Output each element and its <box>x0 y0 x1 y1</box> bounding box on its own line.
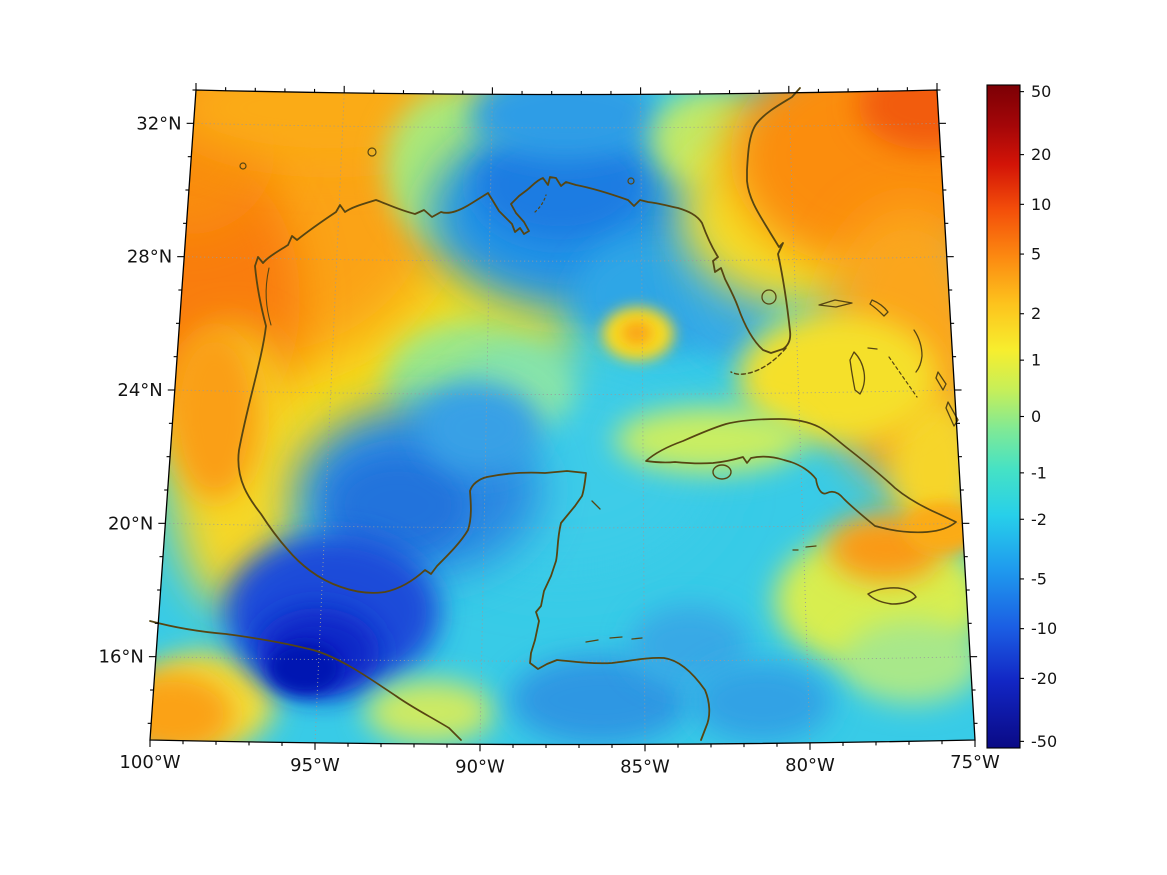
lake-okeechobee <box>761 289 777 305</box>
grid-meridian <box>479 94 493 745</box>
colorbar-tick-label: -2 <box>1031 510 1047 529</box>
lon-tick-label: 85°W <box>620 756 670 777</box>
field-blob <box>738 313 938 443</box>
field-blob <box>510 655 690 745</box>
lon-tick-label: 100°W <box>119 752 180 773</box>
coastline-isla-juventud <box>712 464 732 480</box>
lat-tick-label: 16°N <box>99 647 144 668</box>
lon-tick-label: 80°W <box>785 755 835 776</box>
grid-meridian <box>640 94 646 745</box>
colorbar-tick-label: 20 <box>1031 145 1051 164</box>
field-blob <box>858 90 975 150</box>
coastline-jamaica <box>867 587 917 605</box>
lake-toledo-bend <box>367 147 377 157</box>
lat-tick-label: 32°N <box>136 113 181 134</box>
coastline-grand-bahama <box>818 299 853 308</box>
field-blob <box>269 642 341 694</box>
lake-seminole <box>627 177 635 185</box>
grid-parallel <box>193 122 939 129</box>
coastline-exuma-chain <box>888 356 918 398</box>
coastline-florida-keys <box>730 347 787 375</box>
coastline-layer <box>149 87 959 741</box>
lake-texas-reservoir <box>239 162 247 170</box>
coastline-chandeleur-islands <box>534 194 547 213</box>
colorbar-tick-label: -10 <box>1031 619 1057 638</box>
lon-tick-label: 95°W <box>290 755 340 776</box>
graticule-layer <box>155 92 971 745</box>
coastline-texas-barrier-island <box>265 267 272 326</box>
grid-parallel <box>174 389 955 395</box>
lat-tick-label: 24°N <box>117 380 162 401</box>
coastline-pacific-mexico <box>149 620 462 741</box>
coastline-eleuthera <box>913 329 923 373</box>
field-blob <box>328 455 468 555</box>
colorbar-tick-label: -50 <box>1031 732 1057 751</box>
colorbar-tick-label: -1 <box>1031 463 1047 482</box>
field-blob <box>420 383 540 473</box>
colorbar-tick-label: 5 <box>1031 245 1041 264</box>
lon-tick-label: 90°W <box>455 756 505 777</box>
coastline-abaco <box>869 299 889 317</box>
axis-label-layer: 100°W 95°W 90°W 85°W 80°W 75°W 16°N 20°N 24°N 28°… <box>99 113 1001 777</box>
field-blob <box>470 90 660 160</box>
colorbar-tick-label: 2 <box>1031 304 1041 323</box>
grid-parallel <box>184 256 947 262</box>
colorbar-tick-label: 10 <box>1031 195 1051 214</box>
field-blob <box>842 620 975 704</box>
coastline-cozumel <box>591 500 601 510</box>
field-blob <box>622 321 652 345</box>
coastline-cayman-islands <box>792 545 817 551</box>
coastline-cuba <box>645 418 957 534</box>
grid-meridian <box>314 92 345 743</box>
field-layer <box>150 90 975 745</box>
field-blob <box>365 680 495 744</box>
colorbar-tick-label: -5 <box>1031 569 1047 588</box>
field-blob <box>150 672 234 745</box>
grid-meridian <box>788 92 811 743</box>
field-blob <box>630 605 750 685</box>
map-frame-layer <box>147 83 978 752</box>
lat-tick-label: 20°N <box>108 513 153 534</box>
coastline-new-providence <box>867 347 878 350</box>
coastline-long-island-bahamas <box>945 401 959 427</box>
coastline-cat-island <box>935 371 947 391</box>
colorbar-tick-label: 50 <box>1031 82 1051 101</box>
coastline-andros <box>849 351 866 395</box>
coastline-bay-islands-honduras <box>585 636 643 643</box>
colorbar-tick-label: 0 <box>1031 407 1041 426</box>
lat-tick-label: 28°N <box>127 247 172 268</box>
coastline-north-central-america <box>237 87 801 741</box>
lon-tick-label: 75°W <box>950 752 1000 773</box>
colorbar-gradient <box>987 85 1020 748</box>
colorbar-tick-label: 1 <box>1031 351 1041 370</box>
colorbar-tick-label: -20 <box>1031 669 1057 688</box>
field-blob <box>692 662 832 742</box>
